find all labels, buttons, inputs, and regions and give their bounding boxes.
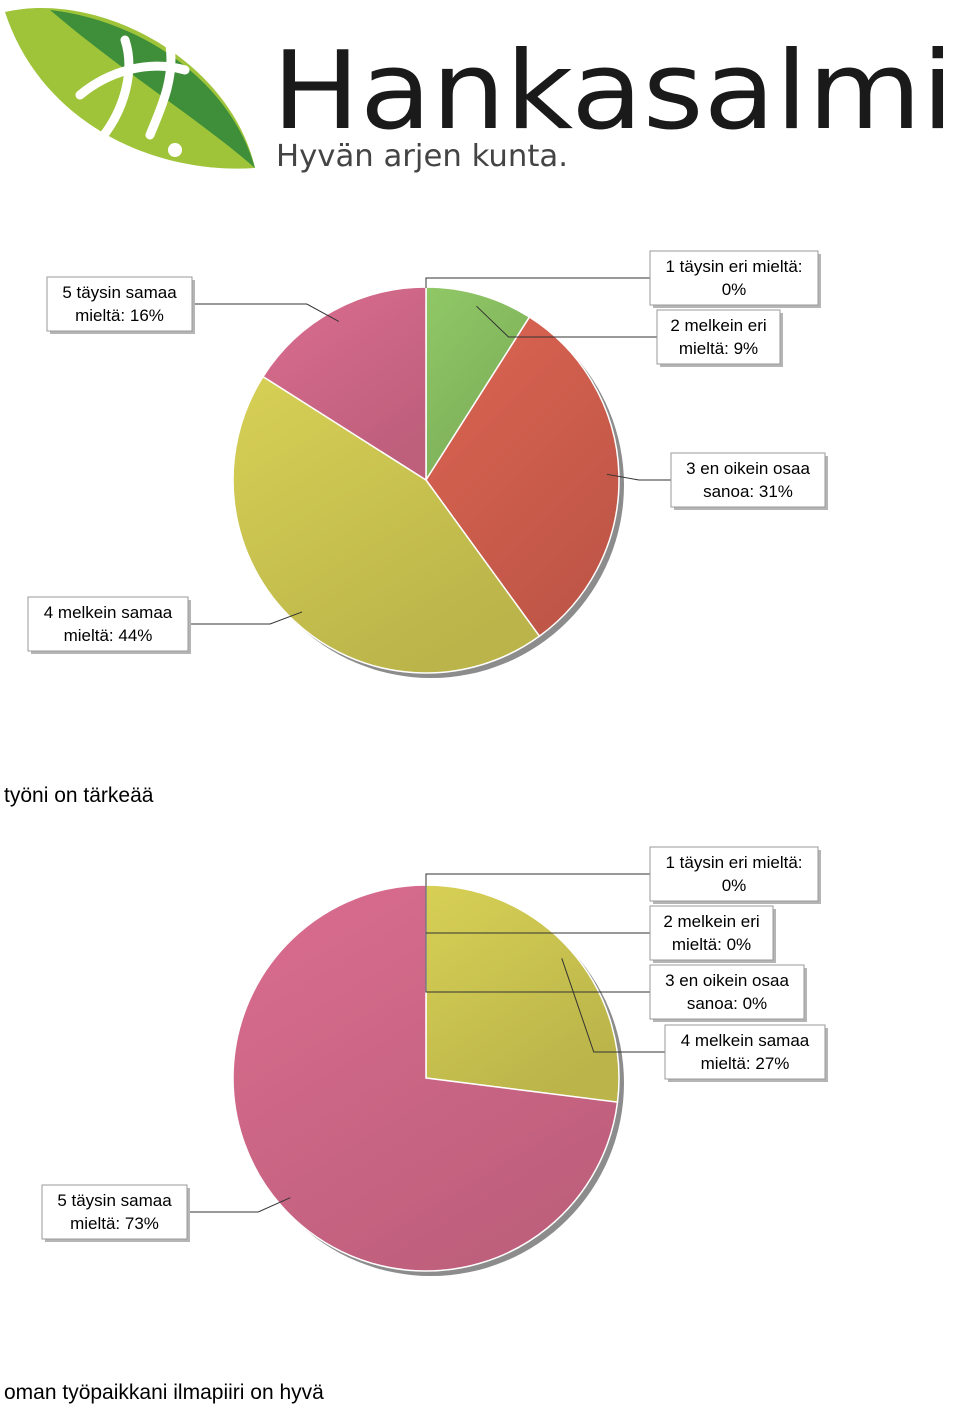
pie-slice	[425, 286, 531, 483]
label-box	[27, 596, 189, 652]
slice-label: mieltä: 9%	[679, 339, 758, 358]
slice-label: sanoa: 0%	[687, 994, 767, 1013]
brand-name: Hankasalmi	[272, 29, 954, 154]
pie-slice	[425, 884, 620, 1104]
slice-label: 3 en oikein osaa	[686, 459, 810, 478]
label-box	[664, 1024, 826, 1080]
slice-label: 0%	[722, 876, 747, 895]
slice-label: 0%	[722, 280, 747, 299]
slice-label: 1 täysin eri mieltä:	[666, 257, 803, 276]
brand-slogan: Hyvän arjen kunta.	[276, 139, 568, 174]
leader-line	[192, 303, 340, 322]
leader-line	[606, 473, 671, 481]
label-box	[649, 846, 819, 902]
slice-label: 4 melkein samaa	[681, 1031, 810, 1050]
leaf-icon	[5, 7, 255, 169]
label-box	[46, 276, 193, 332]
label-box	[649, 905, 774, 961]
pie-chart-2: 1 täysin eri mieltä: 0% 2 melkein eri mielt…	[41, 846, 828, 1276]
slice-label: 2 melkein eri	[670, 316, 766, 335]
pie-chart-1: 1 täysin eri mieltä: 0% 2 melkein eri mielt…	[27, 250, 828, 678]
label-box	[41, 1184, 188, 1240]
slice-label: mieltä: 0%	[672, 935, 751, 954]
slice-label: sanoa: 31%	[703, 482, 793, 501]
leader-line	[425, 277, 650, 288]
slice-label: 2 melkein eri	[663, 912, 759, 931]
slice-label: 4 melkein samaa	[44, 603, 173, 622]
label-box	[670, 452, 826, 508]
slice-label: mieltä: 73%	[70, 1214, 159, 1233]
label-box	[656, 309, 781, 365]
slice-label: mieltä: 44%	[64, 626, 153, 645]
leader-line	[187, 1197, 291, 1213]
leader-line	[188, 611, 303, 625]
pie-slice	[425, 316, 620, 638]
leader-line	[476, 305, 657, 338]
leader-line	[425, 873, 650, 886]
label-box	[649, 250, 819, 306]
label-box	[649, 964, 805, 1020]
slice-label: mieltä: 16%	[75, 306, 164, 325]
slice-label: mieltä: 27%	[701, 1054, 790, 1073]
leader-line	[561, 958, 665, 1053]
pie-slice	[232, 884, 619, 1272]
slice-label: 5 täysin samaa	[62, 283, 177, 302]
chart-caption-2: oman työpaikkani ilmapiiri on hyvä	[4, 1381, 324, 1404]
hankasalmi-logo: Hankasalmi Hyvän arjen kunta.	[5, 7, 954, 174]
leader-line	[425, 885, 650, 993]
chart-caption-1: työni on tärkeää	[4, 784, 154, 807]
pie-slice	[262, 286, 427, 482]
slice-label: 5 täysin samaa	[57, 1191, 172, 1210]
slice-label: 1 täysin eri mieltä:	[666, 853, 803, 872]
slice-label: 3 en oikein osaa	[665, 971, 789, 990]
pie-slice	[232, 375, 541, 674]
